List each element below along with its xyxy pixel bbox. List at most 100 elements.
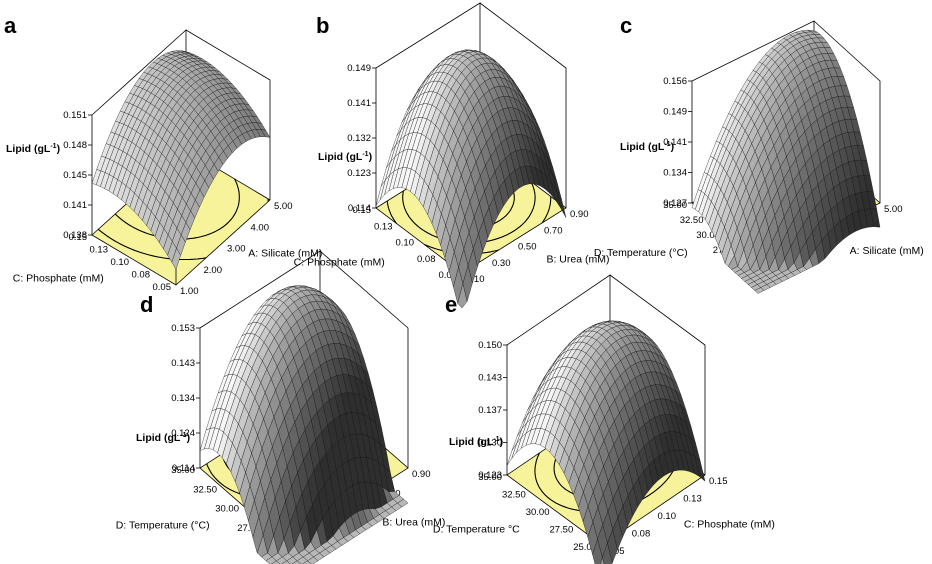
panel-d: d 0.114 0.124 0.134 0.143 0.153 Lipid (gL-1) 0.…	[116, 250, 445, 564]
x-tick-label: 0.50	[518, 242, 537, 253]
z-tick-label: 0.123	[478, 470, 502, 481]
panel-letter: a	[4, 13, 17, 38]
x-axis-title: A: Silicate (mM)	[248, 247, 322, 259]
z-tick-label: 0.151	[63, 110, 87, 121]
panel-b: b 0.114 0.123 0.132 0.141 0.149 Lipid (gL-1) 0.…	[294, 2, 609, 309]
z-title-sup: -1	[362, 151, 368, 158]
z-title-sup: -1	[493, 436, 499, 443]
surface-cell	[694, 456, 706, 482]
z-title-close: )	[57, 143, 61, 155]
z-tick-label: 0.149	[347, 63, 371, 74]
z-tick-label: 0.134	[663, 168, 687, 179]
y-axis-title: D: Temperature (°C)	[116, 520, 210, 532]
z-axis-title: Lipid (gL-1)	[449, 436, 503, 448]
box-frame-right	[319, 250, 409, 468]
z-tick-label: 0.156	[663, 76, 687, 87]
z-title-main: Lipid (gL	[6, 143, 51, 155]
y-tick-label: 27.50	[549, 525, 573, 536]
z-tick-label: 0.143	[478, 373, 502, 384]
y-tick-label: 30.00	[696, 230, 720, 241]
box-frame-right	[185, 29, 271, 200]
y-axis-title: D: Temperature (°C)	[594, 247, 688, 259]
panel-a: a 0.138 0.141 0.145 0.148 0.151 Lipid (gL-1) 1.…	[4, 13, 322, 297]
y-axis-title: C: Phosphate (mM)	[13, 273, 104, 285]
surface-cell	[870, 208, 881, 228]
z-tick-label: 0.145	[63, 170, 87, 181]
x-tick-label: 3.00	[227, 244, 246, 255]
x-tick-label: 5.00	[884, 204, 903, 215]
z-title-main: Lipid (gL	[449, 436, 494, 448]
panel-e: e 0.123 0.130 0.137 0.143 0.150 Lipid (gL-1) 0.…	[433, 274, 775, 564]
z-tick-label: 0.134	[171, 393, 195, 404]
y-axis-title: D: Temperature °C	[433, 524, 520, 536]
y-tick-label: 27.50	[237, 523, 261, 534]
z-tick-label: 0.148	[63, 140, 87, 151]
y-tick-label: 0.08	[417, 254, 436, 265]
z-tick-label: 0.127	[663, 198, 687, 209]
y-tick-label: 0.08	[132, 270, 151, 281]
y-tick-label: 30.00	[526, 507, 550, 518]
x-tick-label: 1.00	[180, 286, 199, 297]
x-tick-label: 0.13	[683, 494, 702, 505]
x-axis-title: C: Phosphate (mM)	[684, 519, 775, 531]
z-title-sup: -1	[180, 432, 186, 439]
z-tick-label: 0.124	[171, 428, 195, 439]
z-axis-title: Lipid (gL-1)	[6, 143, 60, 155]
z-tick-label: 0.130	[478, 438, 502, 449]
z-tick-label: 0.143	[171, 358, 195, 369]
y-tick-label: 0.13	[90, 245, 109, 256]
x-tick-label: 0.10	[658, 511, 677, 522]
z-tick-label: 0.114	[348, 203, 371, 214]
y-tick-label: 35.00	[478, 472, 502, 483]
x-axis-title: B: Urea (mM)	[382, 516, 445, 528]
x-tick-label: 0.70	[544, 225, 563, 236]
z-title-sup: -1	[664, 141, 670, 148]
box-frame-right	[479, 2, 567, 208]
x-axis-title: A: Silicate (mM)	[850, 245, 924, 257]
x-tick-label: 0.10	[466, 274, 485, 285]
y-tick-label: 35.00	[663, 200, 687, 211]
x-tick-label: 5.00	[274, 201, 293, 212]
response-surface	[506, 320, 706, 564]
box-frame-right	[813, 20, 881, 203]
z-title-sup: -1	[50, 143, 56, 150]
z-tick-label: 0.132	[347, 133, 371, 144]
z-title-close: )	[369, 151, 373, 163]
panel-letter: d	[140, 292, 153, 317]
x-tick-label: 4.00	[251, 222, 270, 233]
z-tick-label: 0.153	[171, 323, 195, 334]
y-tick-label: 32.50	[193, 484, 217, 495]
box-frame-right	[609, 274, 706, 475]
x-axis-title: B: Urea (mM)	[546, 254, 609, 266]
z-tick-label: 0.150	[478, 340, 502, 351]
z-tick-label: 0.141	[347, 98, 371, 109]
surface-cell	[506, 442, 518, 466]
panel-letter: b	[316, 13, 329, 38]
surface-cell	[260, 129, 271, 138]
x-tick-label: 0.90	[412, 469, 431, 480]
y-tick-label: 0.05	[153, 282, 172, 293]
z-title-close: )	[671, 141, 675, 153]
y-tick-label: 35.00	[171, 465, 195, 476]
z-tick-label: 0.123	[347, 168, 371, 179]
response-surface	[91, 50, 271, 270]
y-tick-label: 25.00	[573, 542, 597, 553]
x-tick-label: 2.00	[204, 265, 223, 276]
z-tick-label: 0.141	[63, 200, 87, 211]
panel-letter: c	[620, 13, 632, 38]
response-surface	[691, 29, 881, 294]
y-axis-title: C: Phosphate (mM)	[294, 256, 385, 268]
z-title-close: )	[187, 432, 191, 444]
surface-cell	[397, 498, 409, 508]
z-tick-label: 0.138	[63, 230, 87, 241]
y-tick-label: 0.15	[353, 205, 372, 216]
response-surface	[375, 49, 567, 309]
z-title-main: Lipid (gL	[620, 141, 665, 153]
z-axis-title: Lipid (gL-1)	[318, 151, 372, 163]
z-title-close: )	[500, 436, 504, 448]
z-tick-label: 0.141	[663, 137, 687, 148]
y-tick-label: 30.00	[215, 504, 239, 515]
y-tick-label: 0.10	[396, 238, 415, 249]
